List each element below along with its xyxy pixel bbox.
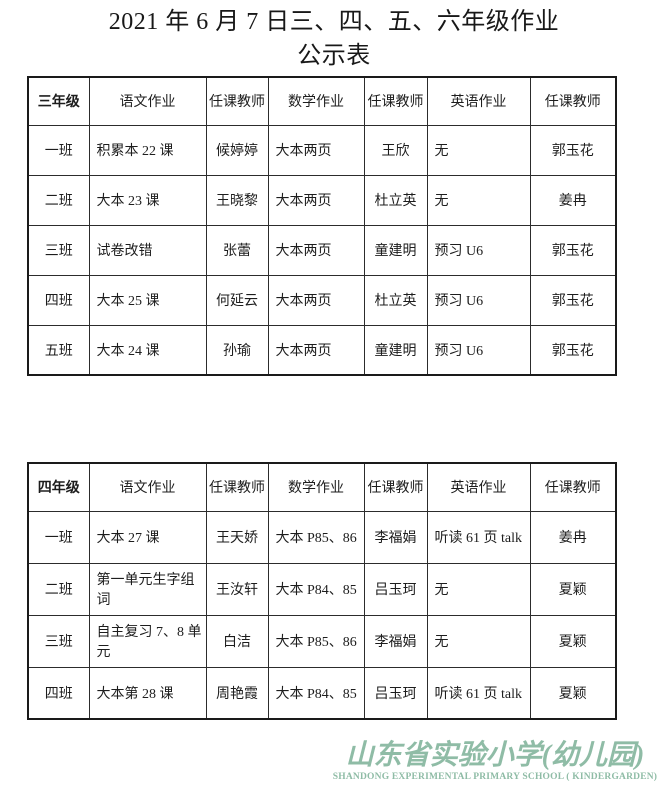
english-homework-cell: 预习 U6: [426, 274, 531, 326]
table-row: 四班 大本 25 课 何延云 大本两页 杜立英 预习 U6 郭玉花: [27, 274, 617, 326]
math-teacher-cell: 杜立英: [363, 174, 428, 226]
chinese-homework-cell: 大本 24 课: [88, 324, 207, 376]
class-label: 五班: [27, 324, 90, 376]
chinese-teacher-cell: 王汝轩: [205, 562, 269, 616]
chinese-homework-cell: 试卷改错: [88, 224, 207, 276]
school-logo: 山东省实验小学(幼儿园) SHANDONG EXPERIMENTAL PRIMA…: [325, 740, 665, 783]
table-row: 二班 大本 23 课 王晓黎 大本两页 杜立英 无 姜冉: [27, 174, 617, 226]
chinese-teacher-cell: 王晓黎: [205, 174, 269, 226]
english-homework-cell: 预习 U6: [426, 224, 531, 276]
math-teacher-cell: 童建明: [363, 224, 428, 276]
math-homework-cell: 大本 P84、85: [267, 562, 365, 616]
table-row: 三班 试卷改错 张蕾 大本两页 童建明 预习 U6 郭玉花: [27, 224, 617, 276]
chinese-homework-cell: 第一单元生字组词: [88, 562, 207, 616]
class-label: 一班: [27, 510, 90, 564]
english-teacher-cell: 姜冉: [529, 510, 617, 564]
english-teacher-cell: 姜冉: [529, 174, 617, 226]
english-homework-cell: 无: [426, 562, 531, 616]
class-label: 三班: [27, 224, 90, 276]
table-row: 一班 积累本 22 课 候婷婷 大本两页 王欣 无 郭玉花: [27, 124, 617, 176]
school-name-chinese: 山东省实验小学(幼儿园): [345, 740, 645, 771]
col-header-chinese-teacher: 任课教师: [205, 462, 269, 512]
math-homework-cell: 大本 P84、85: [267, 666, 365, 720]
grade3-homework-table: 三年级 语文作业 任课教师 数学作业 任课教师 英语作业 任课教师 一班 积累本…: [27, 76, 617, 376]
chinese-teacher-cell: 张蕾: [205, 224, 269, 276]
chinese-teacher-cell: 候婷婷: [205, 124, 269, 176]
chinese-homework-cell: 积累本 22 课: [88, 124, 207, 176]
english-teacher-cell: 郭玉花: [529, 224, 617, 276]
english-teacher-cell: 夏颖: [529, 614, 617, 668]
class-label: 四班: [27, 666, 90, 720]
english-homework-cell: 预习 U6: [426, 324, 531, 376]
grade4-homework-table: 四年级 语文作业 任课教师 数学作业 任课教师 英语作业 任课教师 一班 大本 …: [27, 462, 617, 720]
english-teacher-cell: 郭玉花: [529, 274, 617, 326]
page-title-line2: 公示表: [297, 43, 371, 69]
table-row: 三班 自主复习 7、8 单元 白洁 大本 P85、86 李福娟 无 夏颖: [27, 614, 617, 668]
math-teacher-cell: 李福娟: [363, 510, 428, 564]
math-homework-cell: 大本两页: [267, 274, 365, 326]
math-homework-cell: 大本两页: [267, 224, 365, 276]
math-teacher-cell: 吕玉珂: [363, 666, 428, 720]
math-teacher-cell: 童建明: [363, 324, 428, 376]
table-row: 四班 大本第 28 课 周艳霞 大本 P84、85 吕玉珂 听读 61 页 ta…: [27, 666, 617, 720]
english-teacher-cell: 夏颖: [529, 666, 617, 720]
chinese-teacher-cell: 王天娇: [205, 510, 269, 564]
school-name-english: SHANDONG EXPERIMENTAL PRIMARY SCHOOL ( K…: [332, 772, 658, 782]
class-label: 一班: [27, 124, 90, 176]
col-header-chinese-homework: 语文作业: [88, 76, 207, 126]
math-teacher-cell: 杜立英: [363, 274, 428, 326]
chinese-teacher-cell: 周艳霞: [205, 666, 269, 720]
english-teacher-cell: 郭玉花: [529, 124, 617, 176]
english-homework-cell: 听读 61 页 talk: [426, 510, 531, 564]
chinese-homework-cell: 大本 25 课: [88, 274, 207, 326]
chinese-homework-cell: 大本 23 课: [88, 174, 207, 226]
english-teacher-cell: 夏颖: [529, 562, 617, 616]
col-header-chinese-homework: 语文作业: [88, 462, 207, 512]
chinese-homework-cell: 大本 27 课: [88, 510, 207, 564]
grade-label: 三年级: [27, 76, 90, 126]
col-header-english-homework: 英语作业: [426, 462, 531, 512]
col-header-english-teacher: 任课教师: [529, 76, 617, 126]
table-header-row: 三年级 语文作业 任课教师 数学作业 任课教师 英语作业 任课教师: [27, 76, 617, 126]
col-header-math-homework: 数学作业: [267, 76, 365, 126]
math-homework-cell: 大本两页: [267, 324, 365, 376]
math-homework-cell: 大本两页: [267, 124, 365, 176]
math-teacher-cell: 吕玉珂: [363, 562, 428, 616]
math-homework-cell: 大本 P85、86: [267, 510, 365, 564]
class-label: 三班: [27, 614, 90, 668]
grade-label: 四年级: [27, 462, 90, 512]
table-row: 一班 大本 27 课 王天娇 大本 P85、86 李福娟 听读 61 页 tal…: [27, 510, 617, 564]
table-header-row: 四年级 语文作业 任课教师 数学作业 任课教师 英语作业 任课教师: [27, 462, 617, 512]
math-teacher-cell: 王欣: [363, 124, 428, 176]
chinese-teacher-cell: 何延云: [205, 274, 269, 326]
table-row: 二班 第一单元生字组词 王汝轩 大本 P84、85 吕玉珂 无 夏颖: [27, 562, 617, 616]
chinese-homework-cell: 自主复习 7、8 单元: [88, 614, 207, 668]
math-homework-cell: 大本两页: [267, 174, 365, 226]
col-header-math-teacher: 任课教师: [363, 76, 428, 126]
english-teacher-cell: 郭玉花: [529, 324, 617, 376]
english-homework-cell: 无: [426, 614, 531, 668]
col-header-english-homework: 英语作业: [426, 76, 531, 126]
class-label: 二班: [27, 174, 90, 226]
chinese-homework-cell: 大本第 28 课: [88, 666, 207, 720]
table-row: 五班 大本 24 课 孙瑜 大本两页 童建明 预习 U6 郭玉花: [27, 324, 617, 376]
class-label: 二班: [27, 562, 90, 616]
math-teacher-cell: 李福娟: [363, 614, 428, 668]
english-homework-cell: 听读 61 页 talk: [426, 666, 531, 720]
col-header-chinese-teacher: 任课教师: [205, 76, 269, 126]
col-header-math-homework: 数学作业: [267, 462, 365, 512]
page-title: 2021 年 6 月 7 日三、四、五、六年级作业 公示表: [0, 5, 668, 73]
chinese-teacher-cell: 白洁: [205, 614, 269, 668]
col-header-math-teacher: 任课教师: [363, 462, 428, 512]
english-homework-cell: 无: [426, 174, 531, 226]
class-label: 四班: [27, 274, 90, 326]
chinese-teacher-cell: 孙瑜: [205, 324, 269, 376]
math-homework-cell: 大本 P85、86: [267, 614, 365, 668]
page-title-line1: 2021 年 6 月 7 日三、四、五、六年级作业: [108, 9, 560, 35]
col-header-english-teacher: 任课教师: [529, 462, 617, 512]
english-homework-cell: 无: [426, 124, 531, 176]
